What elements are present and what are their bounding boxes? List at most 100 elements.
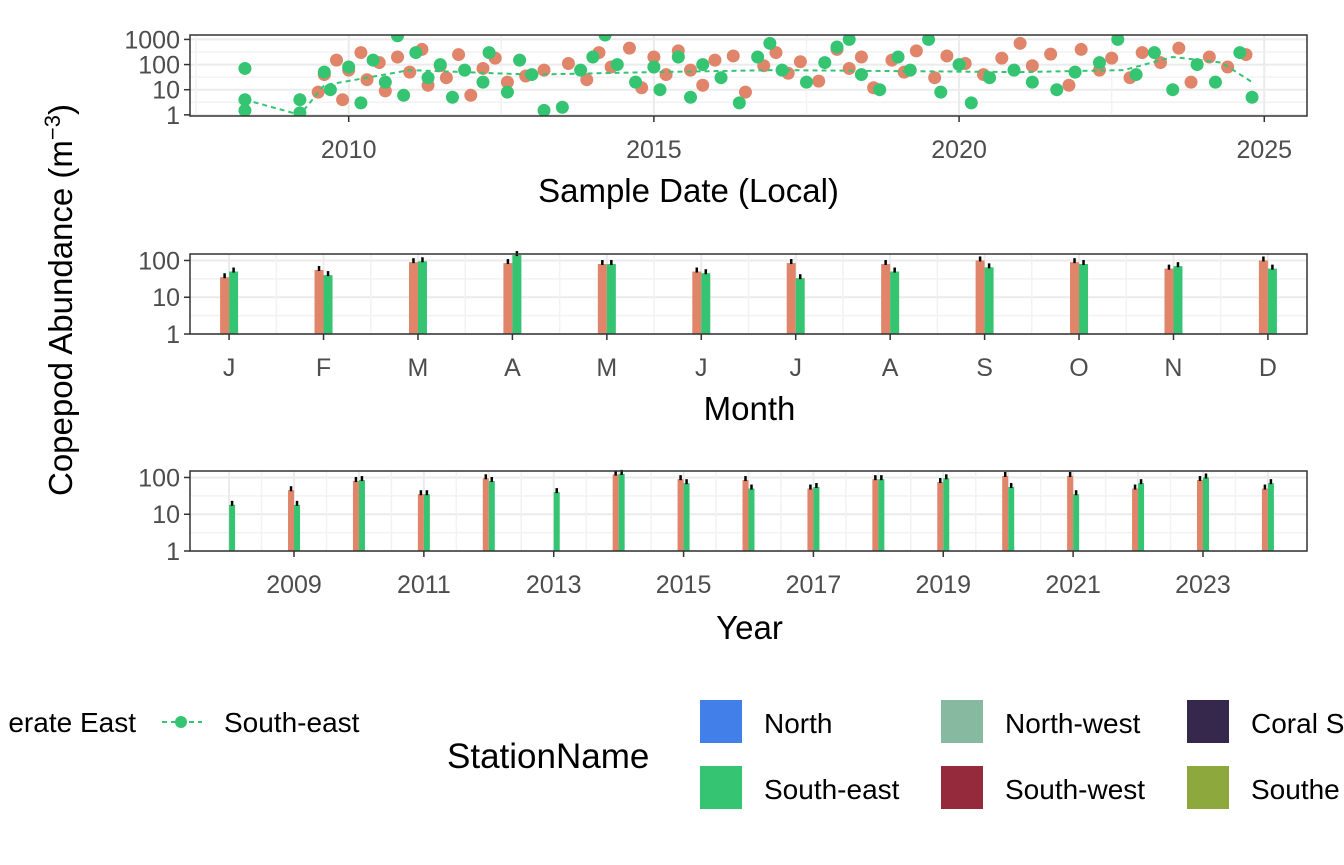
data-point-south-east — [903, 63, 917, 77]
data-point-south-east — [433, 58, 447, 72]
y-tick-label: 1000 — [124, 26, 180, 54]
data-point-series-a — [360, 73, 374, 87]
legend-right: StationName North North-west Coral S Sou… — [447, 700, 1344, 809]
bar-south-east — [488, 481, 495, 551]
data-point-south-east — [293, 106, 307, 116]
data-point-series-a — [1044, 47, 1058, 61]
data-point-series-a — [812, 74, 826, 88]
panel-year: 1 10 100 2009 2011 2013 2015 2017 2019 2021 2023 Ye… — [138, 464, 1308, 646]
panel-border — [189, 34, 1308, 117]
data-point-south-east — [537, 103, 551, 116]
bar-south-east — [683, 483, 690, 551]
bar-south-east — [229, 271, 239, 334]
bar-south-east — [512, 255, 522, 334]
data-point-south-east — [610, 58, 624, 72]
data-point-south-east — [482, 46, 496, 60]
data-point-south-east — [1245, 90, 1259, 104]
y-axis-title-sup: −3 — [40, 115, 65, 140]
bar-south-east — [423, 494, 430, 551]
x-tick-label: S — [976, 354, 993, 382]
x-tick-label: J — [223, 354, 236, 382]
y-tick-label: 1 — [166, 321, 180, 349]
bar-south-east — [229, 504, 236, 551]
y-tick-label: 1 — [166, 538, 180, 566]
bar-series-a — [1070, 262, 1080, 334]
data-point-series-a — [1135, 46, 1149, 60]
x-tick-label: 2010 — [321, 136, 377, 164]
x-tick-label: J — [695, 354, 708, 382]
data-point-south-east — [684, 90, 698, 104]
bar-south-east — [890, 271, 900, 334]
data-point-south-east — [1050, 83, 1064, 97]
legend-label-south-west: South-west — [1005, 774, 1145, 805]
data-point-series-a — [928, 71, 942, 85]
legend-swatch-southern — [1187, 766, 1229, 809]
data-point-series-a — [854, 50, 868, 64]
data-point-series-a — [622, 41, 636, 55]
data-point-south-east — [366, 53, 380, 67]
data-point-series-a — [329, 53, 343, 67]
data-point-south-east — [317, 65, 331, 79]
data-point-south-east — [500, 85, 514, 99]
x-tick-label: O — [1069, 354, 1088, 382]
legend-swatch-coral-sea — [1187, 700, 1229, 743]
data-point-south-east — [1111, 35, 1125, 46]
bar-series-a — [288, 490, 295, 551]
data-point-south-east — [445, 90, 459, 104]
data-point-south-east — [397, 88, 411, 102]
data-point-series-a — [726, 49, 740, 63]
x-tick-label: 2011 — [397, 571, 451, 599]
data-point-series-a — [696, 78, 710, 92]
bar-south-east — [984, 267, 994, 334]
x-tick-label: N — [1164, 354, 1182, 382]
data-point-south-east — [842, 35, 856, 46]
bar-south-east — [417, 261, 427, 334]
legend-left: erate East South-east — [8, 707, 359, 738]
x-axis-title: Year — [716, 609, 783, 646]
data-point-south-east — [732, 96, 746, 110]
data-point-south-east — [1166, 83, 1180, 97]
data-point-series-a — [1105, 51, 1119, 65]
bar-series-a — [975, 260, 985, 334]
legend-swatch-south-east — [700, 766, 742, 809]
legend-swatch-north — [700, 700, 742, 743]
bar-series-a — [1261, 488, 1268, 551]
bar-south-east — [878, 479, 885, 551]
data-point-south-east — [586, 50, 600, 64]
data-point-south-east — [1025, 75, 1039, 89]
panel-border — [189, 253, 1308, 335]
legend-label-southern: Southe — [1251, 774, 1340, 805]
data-point-series-a — [1074, 42, 1088, 56]
legend-label-north: North — [764, 708, 832, 739]
legend-label-south-east: South-east — [764, 774, 900, 805]
data-point-south-east — [378, 75, 392, 89]
bar-series-a — [692, 271, 702, 334]
data-point-series-a — [391, 50, 405, 64]
data-point-south-east — [647, 60, 661, 74]
legend-left-partial-label: erate East — [8, 707, 136, 738]
legend-swatch-south-west — [941, 766, 983, 809]
bar-south-east — [1202, 477, 1209, 551]
bar-series-a — [1258, 260, 1268, 334]
bar-series-a — [352, 481, 359, 551]
bar-series-a — [612, 474, 619, 551]
data-point-south-east — [574, 63, 588, 77]
bar-series-a — [872, 479, 879, 551]
data-point-south-east — [342, 60, 356, 74]
data-point-south-east — [238, 61, 252, 75]
bar-series-a — [1067, 475, 1074, 551]
data-point-series-a — [561, 57, 575, 71]
x-tick-label: 2021 — [1045, 571, 1101, 599]
x-tick-label: 2013 — [526, 571, 582, 599]
data-point-series-a — [439, 71, 453, 85]
data-point-south-east — [891, 50, 905, 64]
data-point-south-east — [629, 75, 643, 89]
x-tick-label: J — [789, 354, 802, 382]
bar-south-east — [943, 478, 950, 551]
data-point-series-a — [647, 50, 661, 64]
x-axis-title: Sample Date (Local) — [538, 172, 839, 209]
y-tick-label: 1 — [166, 102, 180, 130]
x-tick-label: M — [408, 354, 429, 382]
x-tick-label: 2017 — [786, 571, 842, 599]
